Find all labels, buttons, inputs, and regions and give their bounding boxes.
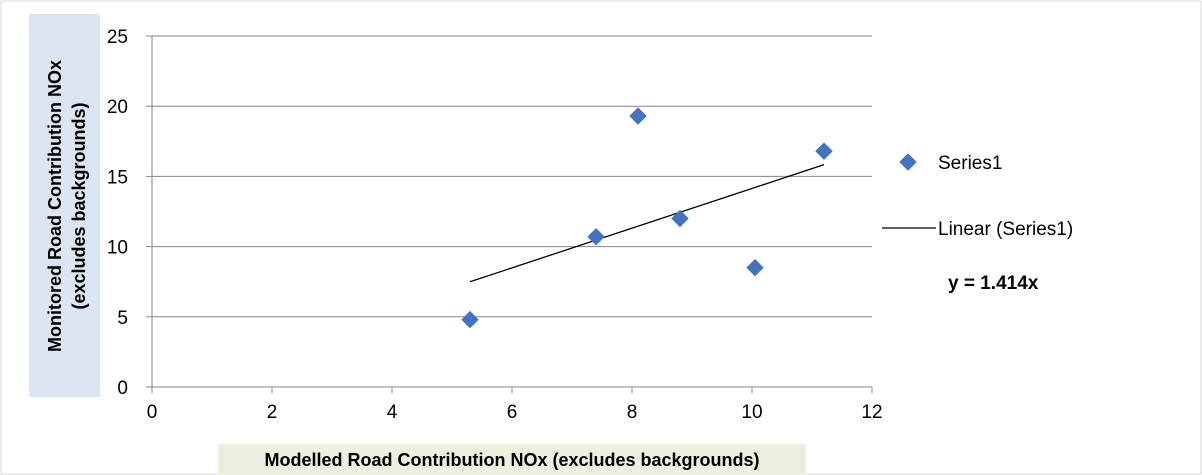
axis-titles: Monitored Road Contribution NOx (excludes… [29, 14, 806, 475]
x-axis-title-background [218, 444, 806, 475]
y-tick-label: 0 [117, 378, 128, 399]
trendline-equation: y = 1.414x [948, 273, 1039, 294]
y-axis-title-background [29, 14, 100, 397]
y-axis-title: Monitored Road Contribution NOx (excludes… [45, 60, 89, 352]
data-points [461, 107, 833, 329]
x-tick-label: 8 [627, 402, 638, 423]
trendline-layer [469, 164, 825, 283]
x-tick-label: 6 [507, 402, 518, 423]
axes: 0 5 10 15 20 25 0 2 4 6 8 10 12 [107, 27, 883, 423]
data-point [629, 107, 647, 125]
grid-lines [152, 35, 872, 318]
x-tick-label: 2 [267, 402, 278, 423]
trendline [469, 164, 825, 283]
x-tick-label: 4 [387, 402, 398, 423]
y-tick-label: 5 [117, 308, 128, 329]
x-tick-label: 10 [741, 402, 762, 423]
y-tick-label: 15 [107, 167, 128, 188]
data-point [587, 228, 605, 246]
y-axis-title-line: Monitored Road Contribution NOx [45, 60, 65, 352]
y-axis-title-line: (excludes backgrounds) [69, 102, 89, 309]
x-tick-label: 12 [861, 402, 882, 423]
data-point [746, 258, 764, 277]
legend-marker-diamond [899, 153, 917, 171]
y-tick-label: 25 [107, 27, 128, 48]
x-axis-title: Modelled Road Contribution NOx (excludes… [264, 450, 759, 470]
data-point [671, 209, 689, 228]
legend: Series1 Linear (Series1) y = 1.414x [882, 153, 1073, 294]
x-tick-label: 0 [147, 402, 158, 423]
legend-label-series1: Series1 [938, 153, 1002, 174]
data-point [815, 142, 833, 160]
legend-label-trendline: Linear (Series1) [938, 219, 1073, 240]
y-tick-label: 10 [107, 238, 128, 259]
data-point [461, 310, 479, 329]
y-tick-label: 20 [107, 97, 128, 118]
